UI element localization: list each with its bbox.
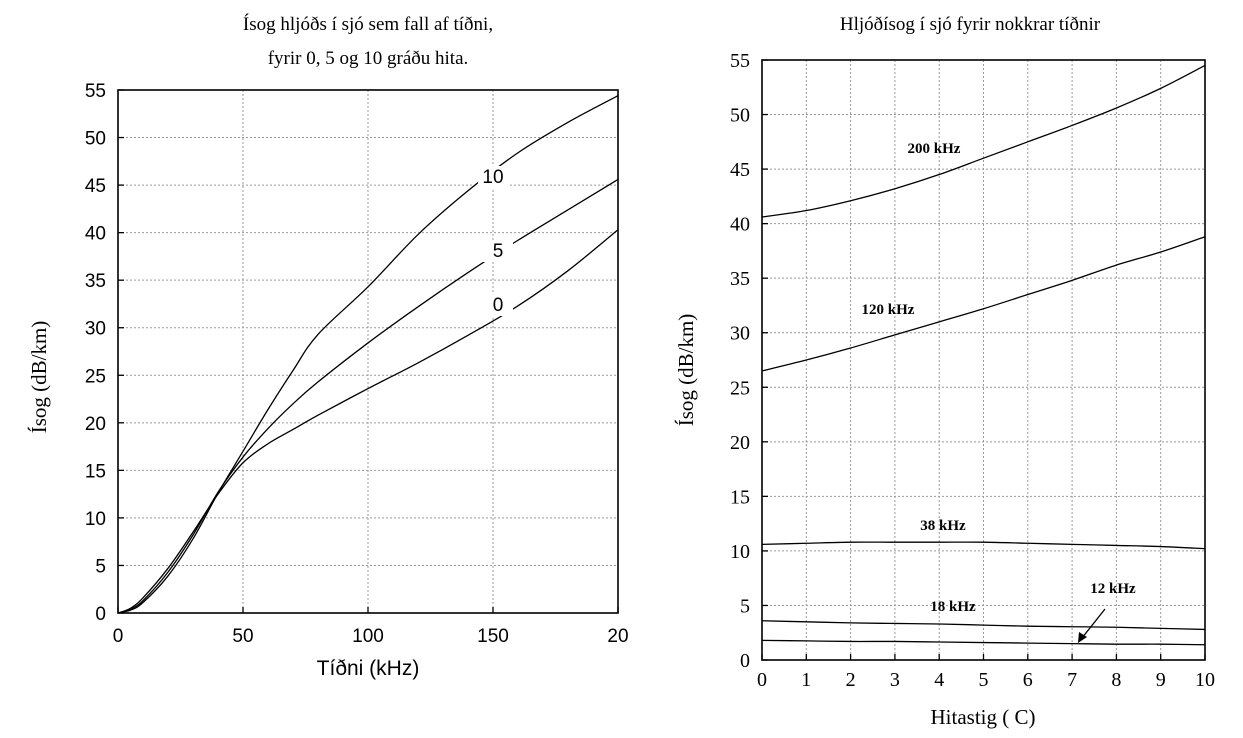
12-khz-pointer-arrowhead <box>1078 632 1087 643</box>
y-tick-label: 5 <box>740 595 750 617</box>
y-tick-label: 40 <box>85 224 106 245</box>
chart-left-series-labels: 10 5 0 <box>478 166 513 316</box>
y-tick-label: 50 <box>730 105 750 127</box>
y-tick-label: 50 <box>85 129 106 150</box>
x-tick-label: 20 <box>607 626 628 647</box>
x-tick-label: 150 <box>477 626 509 647</box>
chart-right: Hljóðísog í sjó fyrir nokkrar tíðnir 0 5 1… <box>674 14 1215 729</box>
x-tick-label: 0 <box>113 626 124 647</box>
y-tick-label: 25 <box>730 377 750 399</box>
series-line-38-khz <box>761 541 1206 550</box>
chart-left-title: Ísog hljóðs í sjó sem fall af tíðni, <box>243 13 493 35</box>
x-tick-label: 3 <box>890 669 900 691</box>
y-tick-label: 10 <box>730 541 750 563</box>
chart-left-x-axis-label: Tíðni (kHz) <box>317 657 420 680</box>
series-line-120-khz <box>761 236 1206 372</box>
y-tick-label: 0 <box>740 650 750 672</box>
x-tick-label: 1 <box>801 669 811 691</box>
chart-right-series <box>761 64 1206 646</box>
12-khz-pointer-arrow <box>1081 608 1106 639</box>
series-line-0 <box>117 229 619 614</box>
x-tick-label: 10 <box>1195 669 1215 691</box>
series-label-200-khz: 200 kHz <box>908 141 961 157</box>
y-tick-label: 25 <box>85 366 106 387</box>
x-tick-label: 4 <box>934 669 944 691</box>
chart-right-title: Hljóðísog í sjó fyrir nokkrar tíðnir <box>840 14 1101 35</box>
series-label-0: 0 <box>493 295 504 316</box>
chart-left: Ísog hljóðs í sjó sem fall af tíðni, fyr… <box>27 13 629 680</box>
x-tick-label: 8 <box>1111 669 1121 691</box>
y-tick-label: 35 <box>85 271 106 292</box>
plot-frame <box>117 89 619 614</box>
y-tick-label: 55 <box>730 50 750 72</box>
series-label-bg <box>478 166 508 188</box>
y-tick-label: 30 <box>730 323 750 345</box>
y-tick-label: 30 <box>85 319 106 340</box>
x-tick-label: 7 <box>1067 669 1077 691</box>
chart-left-x-ticks: 0 50 100 150 20 <box>113 626 629 647</box>
chart-left-y-ticks: 0 5 10 15 20 25 30 35 40 45 50 55 <box>85 81 106 625</box>
chart-right-grid <box>761 59 1206 661</box>
series-line-18-khz <box>761 620 1206 631</box>
y-tick-label: 10 <box>85 509 106 530</box>
x-tick-label: 50 <box>232 626 253 647</box>
series-label-5: 5 <box>493 241 504 262</box>
x-tick-label: 9 <box>1156 669 1166 691</box>
series-label-120-khz: 120 kHz <box>862 302 915 318</box>
chart-right-y-axis-label: Ísog (dB/km) <box>674 314 698 427</box>
chart-right-series-labels: 200 kHz 120 kHz 38 kHz 18 kHz 12 kHz <box>862 141 1137 615</box>
x-tick-label: 6 <box>1023 669 1033 691</box>
series-line-200-khz <box>761 64 1206 218</box>
y-tick-label: 35 <box>730 268 750 290</box>
y-tick-label: 45 <box>730 159 750 181</box>
chart-right-y-ticks: 0 5 10 15 20 25 30 35 40 45 50 55 <box>730 50 750 672</box>
chart-right-x-axis-label: Hitastig ( C) <box>931 705 1036 729</box>
series-label-12-khz: 12 kHz <box>1090 581 1136 597</box>
chart-left-subtitle: fyrir 0, 5 og 10 gráðu hita. <box>268 48 469 69</box>
x-tick-label: 2 <box>846 669 856 691</box>
series-label-18-khz: 18 kHz <box>930 599 976 615</box>
y-tick-label: 55 <box>85 81 106 102</box>
series-label-bg <box>483 294 513 316</box>
series-label-bg <box>483 240 513 262</box>
y-tick-label: 40 <box>730 214 750 236</box>
y-tick-label: 5 <box>95 556 106 577</box>
chart-left-y-axis-label: Ísog (dB/km) <box>27 321 51 434</box>
x-tick-label: 5 <box>979 669 989 691</box>
series-line-12-khz <box>761 639 1206 646</box>
plot-frame <box>761 59 1206 661</box>
chart-right-x-ticks: 0 1 2 3 4 5 6 7 8 9 10 <box>757 669 1215 691</box>
y-tick-label: 20 <box>85 414 106 435</box>
y-tick-label: 15 <box>730 486 750 508</box>
x-tick-label: 0 <box>757 669 767 691</box>
series-label-38-khz: 38 kHz <box>920 518 966 534</box>
y-tick-label: 15 <box>85 461 106 482</box>
series-label-10: 10 <box>482 167 503 188</box>
y-tick-label: 45 <box>85 176 106 197</box>
y-tick-label: 20 <box>730 432 750 454</box>
x-tick-label: 100 <box>352 626 384 647</box>
chart-left-grid <box>117 89 619 614</box>
y-tick-label: 0 <box>95 604 106 625</box>
